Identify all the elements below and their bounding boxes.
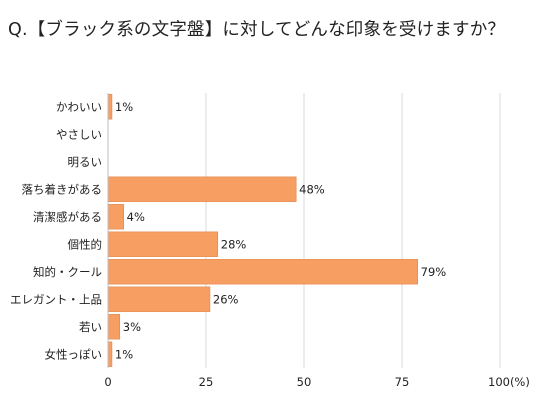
bar-4 [107, 204, 124, 230]
bar-3 [107, 176, 297, 202]
category-label: 知的・クール [33, 265, 102, 279]
bar-5 [107, 231, 219, 257]
x-tick-label: 25 [199, 375, 214, 389]
bar-7 [107, 286, 211, 312]
value-label: 1% [115, 347, 133, 361]
category-label: エレガント・上品 [10, 292, 102, 306]
category-label: 女性っぽい [45, 347, 103, 361]
bar-0 [107, 94, 113, 120]
category-label: 個性的 [68, 237, 103, 251]
x-tick-label: 50 [297, 375, 312, 389]
value-label: 4% [127, 210, 145, 224]
value-label: 3% [123, 320, 141, 334]
value-label: 48% [299, 182, 325, 196]
value-label: 26% [213, 292, 239, 306]
category-label: 明るい [68, 155, 103, 169]
value-label: 28% [221, 237, 247, 251]
category-label: かわいい [56, 100, 102, 114]
bar-6 [107, 259, 418, 285]
x-tick-label: 0 [104, 375, 111, 389]
category-label: 若い [79, 320, 102, 334]
value-label: 1% [115, 100, 133, 114]
value-label: 79% [421, 265, 447, 279]
x-tick-label: 75 [395, 375, 410, 389]
x-tick-label: 100(%) [488, 375, 530, 389]
chart-title: Q.【ブラック系の文字盤】に対してどんな印象を受けますか？ [8, 20, 506, 40]
bar-9 [107, 341, 113, 367]
bar-8 [107, 314, 121, 340]
category-label: 清潔感がある [33, 210, 102, 224]
category-label: やさしい [56, 127, 102, 141]
category-label: 落ち着きがある [22, 182, 103, 196]
